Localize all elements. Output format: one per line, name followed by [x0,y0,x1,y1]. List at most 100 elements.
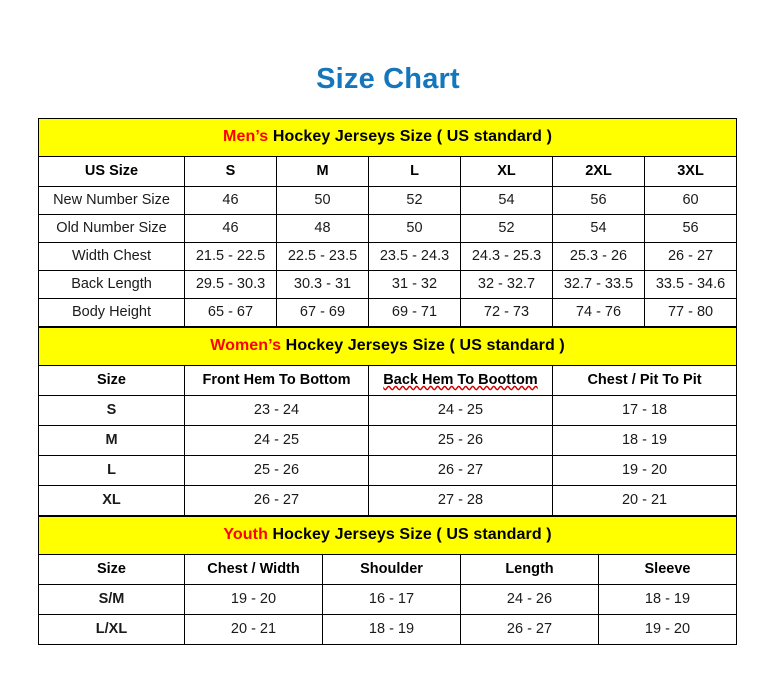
youth-banner-accent: Youth [223,526,268,544]
mens-row-2-val-3: 24.3 - 25.3 [460,242,553,271]
youth-row-1-val-1: 18 - 19 [322,614,461,645]
womens-row-3-val-0: 26 - 27 [184,485,369,516]
womens-section-banner: Women’s Hockey Jerseys Size ( US standar… [38,327,737,366]
table-row: XL 26 - 27 27 - 28 20 - 21 [38,485,738,516]
youth-row-1-label: L/XL [38,614,185,645]
mens-row-3-val-1: 30.3 - 31 [276,270,369,299]
womens-col-2: Back Hem To Boottom [368,365,553,396]
mens-row-0-val-3: 54 [460,186,553,215]
mens-row-2-val-2: 23.5 - 24.3 [368,242,461,271]
table-row: L 25 - 26 26 - 27 19 - 20 [38,455,738,486]
womens-row-3-val-2: 20 - 21 [551,485,738,516]
table-row: New Number Size 46 50 52 54 56 60 [38,186,738,215]
womens-row-1-val-2: 18 - 19 [551,425,738,456]
mens-row-0-val-4: 56 [552,186,645,215]
mens-row-0-val-0: 46 [184,186,277,215]
womens-column-header-row: Size Front Hem To Bottom Back Hem To Boo… [38,365,738,396]
youth-banner-cell: Youth Hockey Jerseys Size ( US standard … [38,516,737,555]
womens-banner-accent: Women’s [210,337,282,355]
page-title: Size Chart [316,63,460,95]
youth-row-0-val-1: 16 - 17 [322,584,461,615]
womens-row-1-val-0: 24 - 25 [184,425,369,456]
youth-banner-rest: Hockey Jerseys Size ( US standard ) [267,526,552,544]
womens-row-0-label: S [38,395,185,426]
mens-row-1-val-5: 56 [643,214,738,243]
youth-col-3: Length [460,554,599,585]
womens-row-3-label: XL [38,485,185,516]
youth-col-1: Chest / Width [184,554,323,585]
womens-col-0: Size [38,365,185,396]
mens-size-table: Men’s Hockey Jerseys Size ( US standard … [38,118,738,327]
mens-row-4-val-3: 72 - 73 [460,298,553,327]
mens-row-2-val-1: 22.5 - 23.5 [276,242,369,271]
table-row: Width Chest 21.5 - 22.5 22.5 - 23.5 23.5… [38,242,738,271]
youth-row-0-val-0: 19 - 20 [184,584,323,615]
mens-row-1-label: Old Number Size [38,214,185,243]
mens-row-4-val-1: 67 - 69 [276,298,369,327]
youth-row-0-val-2: 24 - 26 [460,584,599,615]
womens-row-3-val-1: 27 - 28 [368,485,553,516]
youth-section-banner: Youth Hockey Jerseys Size ( US standard … [38,516,737,555]
table-row: S/M 19 - 20 16 - 17 24 - 26 18 - 19 [38,584,738,615]
youth-col-0: Size [38,554,185,585]
youth-col-2: Shoulder [322,554,461,585]
womens-row-2-val-1: 26 - 27 [368,455,553,486]
mens-col-2: M [276,156,369,187]
womens-col-1: Front Hem To Bottom [184,365,369,396]
mens-row-3-val-4: 32.7 - 33.5 [552,270,645,299]
mens-col-5: 2XL [552,156,645,187]
mens-banner-accent: Men’s [223,128,269,146]
table-row: S 23 - 24 24 - 25 17 - 18 [38,395,738,426]
mens-row-0-val-5: 60 [643,186,738,215]
mens-row-4-val-5: 77 - 80 [643,298,738,327]
mens-row-2-val-4: 25.3 - 26 [552,242,645,271]
mens-row-0-val-2: 52 [368,186,461,215]
youth-row-1-val-3: 19 - 20 [597,614,738,645]
mens-row-4-label: Body Height [38,298,185,327]
youth-row-0-label: S/M [38,584,185,615]
mens-row-3-val-3: 32 - 32.7 [460,270,553,299]
mens-row-1-val-0: 46 [184,214,277,243]
mens-row-3-label: Back Length [38,270,185,299]
womens-col-2-misspelled-text: Back Hem To Boottom [383,372,538,389]
mens-col-0: US Size [38,156,185,187]
mens-col-1: S [184,156,277,187]
womens-row-2-val-0: 25 - 26 [184,455,369,486]
womens-banner-cell: Women’s Hockey Jerseys Size ( US standar… [38,327,737,366]
mens-row-0-label: New Number Size [38,186,185,215]
mens-row-1-val-1: 48 [276,214,369,243]
mens-col-3: L [368,156,461,187]
womens-row-2-label: L [38,455,185,486]
size-chart-tables: Men’s Hockey Jerseys Size ( US standard … [38,118,738,645]
youth-row-1-val-2: 26 - 27 [460,614,599,645]
womens-row-0-val-0: 23 - 24 [184,395,369,426]
mens-col-6: 3XL [643,156,738,187]
mens-row-3-val-5: 33.5 - 34.6 [643,270,738,299]
mens-row-4-val-0: 65 - 67 [184,298,277,327]
womens-col-3: Chest / Pit To Pit [551,365,738,396]
table-row: M 24 - 25 25 - 26 18 - 19 [38,425,738,456]
mens-banner-cell: Men’s Hockey Jerseys Size ( US standard … [38,118,737,157]
mens-col-4: XL [460,156,553,187]
youth-column-header-row: Size Chest / Width Shoulder Length Sleev… [38,554,738,585]
womens-row-0-val-1: 24 - 25 [368,395,553,426]
womens-row-1-label: M [38,425,185,456]
youth-col-4: Sleeve [597,554,738,585]
mens-row-1-val-2: 50 [368,214,461,243]
mens-row-2-val-5: 26 - 27 [643,242,738,271]
mens-row-4-val-2: 69 - 71 [368,298,461,327]
mens-row-3-val-2: 31 - 32 [368,270,461,299]
mens-column-header-row: US Size S M L XL 2XL 3XL [38,156,738,187]
womens-row-2-val-2: 19 - 20 [551,455,738,486]
table-row: Old Number Size 46 48 50 52 54 56 [38,214,738,243]
mens-row-2-val-0: 21.5 - 22.5 [184,242,277,271]
mens-banner-rest: Hockey Jerseys Size ( US standard ) [268,128,553,146]
youth-row-1-val-0: 20 - 21 [184,614,323,645]
table-row: L/XL 20 - 21 18 - 19 26 - 27 19 - 20 [38,614,738,645]
womens-row-0-val-2: 17 - 18 [551,395,738,426]
mens-row-1-val-3: 52 [460,214,553,243]
mens-section-banner: Men’s Hockey Jerseys Size ( US standard … [38,118,737,157]
mens-row-2-label: Width Chest [38,242,185,271]
womens-row-1-val-1: 25 - 26 [368,425,553,456]
youth-size-table: Youth Hockey Jerseys Size ( US standard … [38,516,738,645]
